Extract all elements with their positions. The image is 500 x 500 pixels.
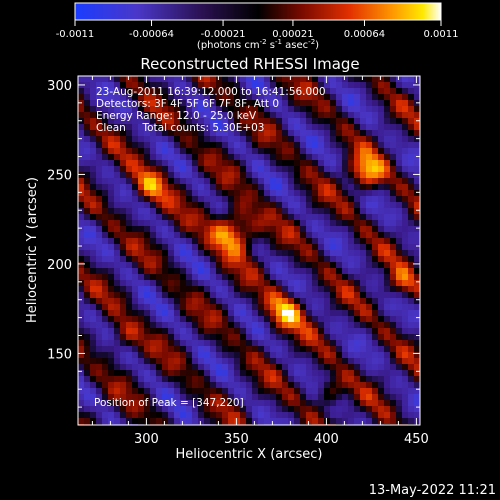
colorbar-ticks: -0.0011 -0.00064 -0.00021 0.00021 0.00064 0.0… <box>56 20 459 40</box>
y-tick-label: 250 <box>47 168 72 183</box>
y-tick-label: 150 <box>47 347 72 362</box>
heatmap-image <box>78 76 420 425</box>
colorbar-tick-label: -0.00064 <box>129 29 174 40</box>
x-axis-label: Heliocentric X (arcsec) <box>176 447 323 462</box>
colorbar-tick-label: -0.00021 <box>201 29 246 40</box>
chart-title: Reconstructed RHESSI Image <box>140 55 359 73</box>
colorbar-tick-label: 0.0011 <box>424 29 459 40</box>
x-tick-label: 350 <box>224 432 249 447</box>
info-line: Clean Total counts: 5.30E+03 <box>96 122 265 134</box>
axis-ticks: 300 350 400 450 150 200 250 300 <box>47 76 429 447</box>
x-tick-label: 450 <box>404 432 429 447</box>
colorbar-tick-label: 0.00064 <box>344 29 385 40</box>
x-tick-label: 300 <box>134 432 159 447</box>
plot-frame <box>77 75 421 426</box>
info-line: Energy Range: 12.0 - 25.0 keV <box>96 110 257 122</box>
y-tick-label: 200 <box>47 258 72 273</box>
colorbar-tick-label: -0.0011 <box>56 29 95 40</box>
colorbar-tick-label: 0.00021 <box>272 29 313 40</box>
colorbar-units: (photons cm-2 s-1 asec-2) <box>197 38 319 51</box>
info-line: 23-Aug-2011 16:39:12.000 to 16:41:56.000 <box>96 86 326 98</box>
peak-position-label: Position of Peak = [347,220] <box>94 397 244 409</box>
x-tick-label: 400 <box>314 432 339 447</box>
timestamp-footer: 13-May-2022 11:21 <box>368 483 496 498</box>
colorbar <box>74 2 442 21</box>
y-axis-label: Heliocentric Y (arcsec) <box>25 177 40 323</box>
info-line: Detectors: 3F 4F 5F 6F 7F 8F, Att 0 <box>96 98 280 110</box>
y-tick-label: 300 <box>47 79 72 94</box>
observation-info: 23-Aug-2011 16:39:12.000 to 16:41:56.000… <box>96 86 326 134</box>
